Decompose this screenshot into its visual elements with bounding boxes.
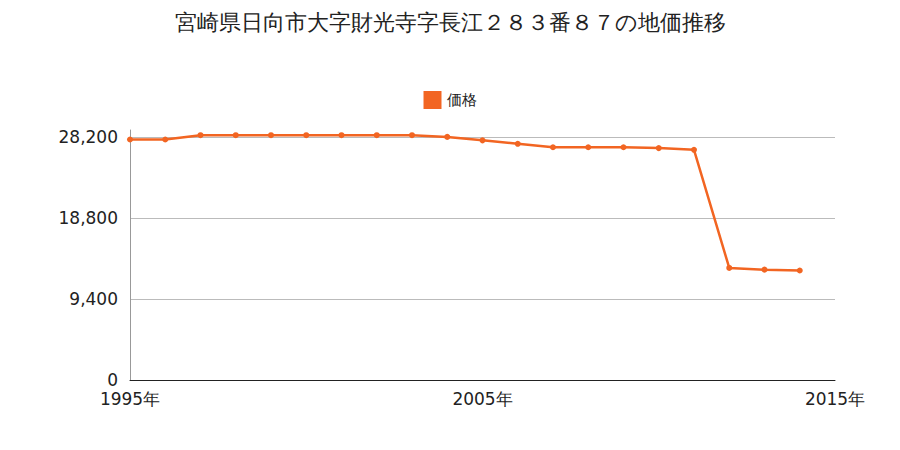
svg-text:0: 0	[107, 370, 118, 390]
svg-text:宮崎県日向市大字財光寺字長江２８３番８７の地価推移: 宮崎県日向市大字財光寺字長江２８３番８７の地価推移	[175, 10, 726, 35]
svg-text:1995年: 1995年	[100, 389, 160, 409]
svg-text:価格: 価格	[447, 91, 477, 109]
svg-text:28,200: 28,200	[59, 127, 118, 147]
svg-text:18,800: 18,800	[59, 208, 118, 228]
svg-text:2015年: 2015年	[805, 389, 865, 409]
svg-text:9,400: 9,400	[69, 289, 118, 309]
svg-text:2005年: 2005年	[452, 389, 512, 409]
